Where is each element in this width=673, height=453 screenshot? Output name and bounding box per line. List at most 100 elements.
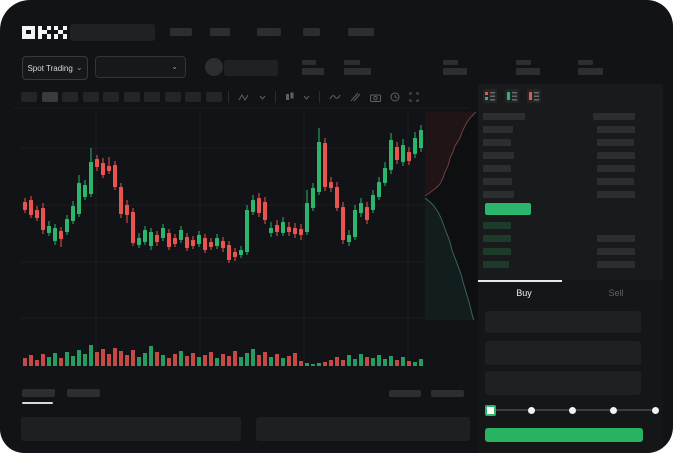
ask-size-placeholder[interactable] [597, 139, 634, 146]
pair-icon-placeholder [205, 58, 223, 76]
camera-icon[interactable] [370, 93, 381, 102]
timeframe-placeholder[interactable] [185, 92, 201, 102]
nav-item-placeholder[interactable] [210, 28, 230, 36]
bottom-action-placeholder[interactable] [431, 390, 464, 397]
market-type-dropdown[interactable]: Spot Trading ⌄ [22, 56, 88, 80]
ask-size-placeholder[interactable] [597, 178, 634, 185]
slider-step-dot[interactable] [610, 406, 618, 414]
chevron-down-icon: ⌄ [75, 63, 83, 72]
nav-item-placeholder[interactable] [303, 28, 320, 36]
orderbook-header-placeholder [483, 113, 525, 120]
timeframe-placeholder-active[interactable] [42, 92, 58, 102]
order-total-field[interactable] [485, 371, 641, 395]
logo-letter-x [54, 25, 67, 39]
ticker-stat-label-placeholder [516, 60, 531, 65]
timeframe-placeholder[interactable] [62, 92, 78, 102]
bid-price-placeholder[interactable] [483, 222, 511, 229]
ask-price-placeholder[interactable] [483, 139, 511, 146]
timeframe-placeholder[interactable] [124, 92, 140, 102]
order-price-field[interactable] [485, 311, 641, 333]
divider [275, 91, 276, 103]
bid-size-placeholder[interactable] [597, 261, 635, 268]
orderbook-asks-icon[interactable] [527, 89, 541, 103]
fullscreen-icon[interactable] [409, 92, 419, 102]
market-type-label: Spot Trading [27, 63, 73, 73]
bottom-tab-placeholder[interactable] [22, 389, 55, 397]
ticker-stat-value-placeholder [344, 68, 371, 75]
chevron-down-icon[interactable] [259, 95, 266, 100]
ticker-stat-value-placeholder [578, 68, 603, 75]
history-clock-icon[interactable] [390, 92, 400, 102]
ask-size-placeholder[interactable] [597, 165, 635, 172]
pair-search-dropdown[interactable]: ⌄ [95, 56, 186, 78]
divider [228, 91, 229, 103]
ask-size-placeholder[interactable] [597, 191, 635, 198]
order-amount-field[interactable] [485, 341, 641, 365]
okx-logo[interactable] [22, 23, 68, 41]
timeframe-placeholder[interactable] [206, 92, 222, 102]
logo-letter-k [38, 25, 51, 39]
line-chart-icon[interactable] [329, 93, 341, 101]
tab-sell[interactable]: Sell [608, 288, 624, 298]
chart-toolbar-icons [228, 90, 419, 104]
bid-price-placeholder[interactable] [483, 235, 511, 242]
orderbook-view-toggles [483, 89, 541, 103]
timeframe-placeholder[interactable] [83, 92, 99, 102]
timeframe-placeholder[interactable] [144, 92, 160, 102]
bid-size-placeholder[interactable] [597, 248, 635, 255]
ask-size-placeholder[interactable] [597, 126, 635, 133]
bottom-panel-placeholder[interactable] [21, 417, 241, 441]
ask-size-placeholder[interactable] [597, 152, 635, 159]
timeframe-placeholder[interactable] [21, 92, 37, 102]
indicator-wave-icon[interactable] [238, 93, 250, 102]
tab-buy[interactable]: Buy [516, 288, 532, 298]
slider-step-dot[interactable] [527, 406, 535, 414]
ask-price-placeholder[interactable] [483, 178, 512, 185]
ask-price-placeholder[interactable] [483, 165, 511, 172]
compare-icon[interactable] [350, 92, 361, 102]
logo-title-placeholder [70, 24, 155, 41]
ticker-stat-label-placeholder [302, 60, 316, 65]
timeframe-placeholder[interactable] [103, 92, 119, 102]
ticker-stat-label-placeholder [443, 60, 458, 65]
nav-item-placeholder[interactable] [170, 28, 192, 36]
ask-price-placeholder[interactable] [483, 126, 513, 133]
bid-price-placeholder[interactable] [483, 248, 511, 255]
slider-handle[interactable] [484, 404, 496, 416]
active-tab-indicator [478, 280, 562, 282]
active-tab-underline [22, 402, 53, 404]
ticker-stat-value-placeholder [516, 68, 540, 75]
slider-step-dot[interactable] [651, 406, 659, 414]
orderbook-bids-icon[interactable] [505, 89, 519, 103]
divider [319, 91, 320, 103]
logo-letter-o [22, 25, 35, 39]
last-price-badge [485, 203, 531, 215]
ask-price-placeholder[interactable] [483, 152, 514, 159]
ticker-stat-label-placeholder [344, 60, 360, 65]
bid-size-placeholder[interactable] [597, 235, 635, 242]
timeframe-placeholder[interactable] [165, 92, 181, 102]
bottom-action-placeholder[interactable] [389, 390, 421, 397]
bottom-panel-placeholder[interactable] [256, 417, 470, 441]
trade-form-panel [478, 280, 663, 453]
candle-style-icon[interactable] [285, 92, 294, 103]
bottom-tab-placeholder[interactable] [67, 389, 100, 397]
orderbook-all-icon[interactable] [483, 89, 497, 103]
nav-item-placeholder[interactable] [257, 28, 281, 36]
slider-step-dot[interactable] [569, 406, 576, 414]
chevron-down-icon: ⌄ [171, 62, 178, 71]
chevron-down-icon[interactable] [303, 95, 310, 100]
pair-name-placeholder [224, 60, 278, 76]
buy-submit-button[interactable] [485, 428, 643, 442]
ticker-stat-label-placeholder [578, 60, 593, 65]
ticker-stat-value-placeholder [443, 68, 467, 75]
nav-item-placeholder[interactable] [348, 28, 374, 36]
bid-price-placeholder[interactable] [483, 261, 509, 268]
trade-side-tabs: Buy Sell [478, 280, 663, 306]
ticker-stat-value-placeholder [302, 68, 324, 75]
orderbook-header-placeholder [593, 113, 635, 120]
ask-price-placeholder[interactable] [483, 191, 514, 198]
